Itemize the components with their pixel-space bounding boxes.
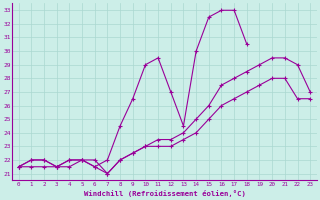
X-axis label: Windchill (Refroidissement éolien,°C): Windchill (Refroidissement éolien,°C) (84, 190, 245, 197)
